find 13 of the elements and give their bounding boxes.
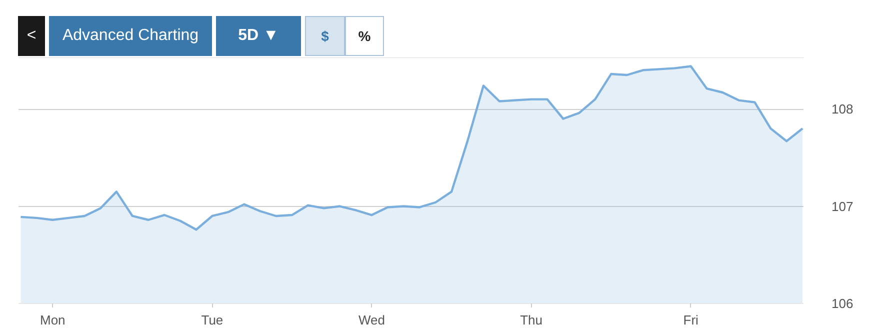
y-tick-label: 107 (832, 198, 854, 214)
text: % (345, 16, 384, 56)
text: < (18, 16, 45, 56)
x-tick-label: Wed (358, 312, 385, 328)
text: 5D ▼ (216, 16, 301, 56)
x-tick-label: Thu (520, 312, 543, 328)
x-tick-label: Tue (201, 312, 224, 328)
y-tick-label: 108 (832, 102, 854, 117)
y-tick-label: 106 (832, 296, 854, 311)
x-tick-label: Mon (40, 312, 66, 328)
text: Advanced Charting (49, 16, 212, 56)
text: $ (305, 16, 345, 56)
x-tick-label: Fri (683, 312, 699, 328)
